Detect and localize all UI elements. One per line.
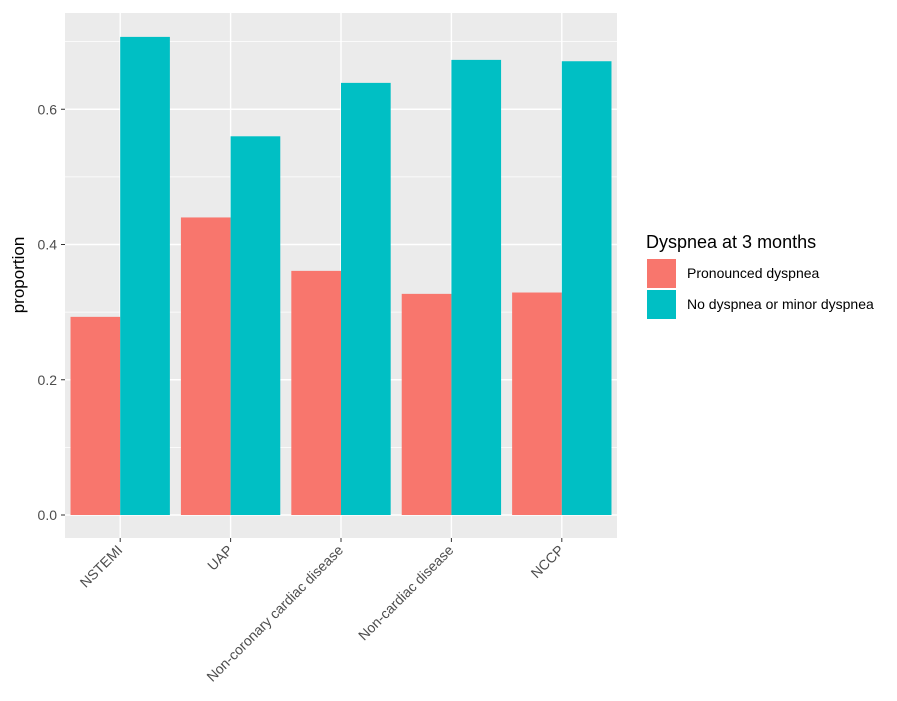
- bar: [230, 136, 281, 516]
- bar: [291, 270, 341, 515]
- bar: [512, 292, 562, 515]
- x-tick-label: NSTEMI: [77, 542, 126, 591]
- bar: [401, 293, 452, 515]
- x-tick-label: NCCP: [528, 542, 567, 581]
- y-tick-label: 0.6: [38, 101, 58, 117]
- bars: [70, 36, 612, 516]
- legend-items: Pronounced dyspnea No dyspnea or minor dy…: [647, 259, 874, 319]
- legend-swatch: [647, 259, 676, 288]
- legend-label: Pronounced dyspnea: [687, 265, 820, 281]
- y-tick-label: 0.0: [38, 507, 58, 523]
- y-tick-label: 0.2: [38, 372, 58, 388]
- y-tick-label: 0.4: [38, 237, 58, 253]
- legend: Dyspnea at 3 months Pronounced dyspnea No…: [646, 232, 874, 319]
- legend-label: No dyspnea or minor dyspnea: [687, 296, 874, 312]
- x-tick-label: Non-cardiac disease: [355, 542, 457, 644]
- bar: [120, 36, 170, 516]
- bar: [561, 61, 612, 516]
- bar: [341, 82, 391, 515]
- bar: [70, 316, 121, 515]
- y-axis: 0.0 0.2 0.4 0.6: [38, 101, 65, 523]
- legend-title: Dyspnea at 3 months: [646, 232, 816, 252]
- legend-swatch: [647, 290, 676, 319]
- y-axis-title: proportion: [9, 237, 28, 314]
- bar: [180, 217, 231, 515]
- bar: [451, 59, 502, 515]
- x-tick-label: UAP: [204, 542, 236, 574]
